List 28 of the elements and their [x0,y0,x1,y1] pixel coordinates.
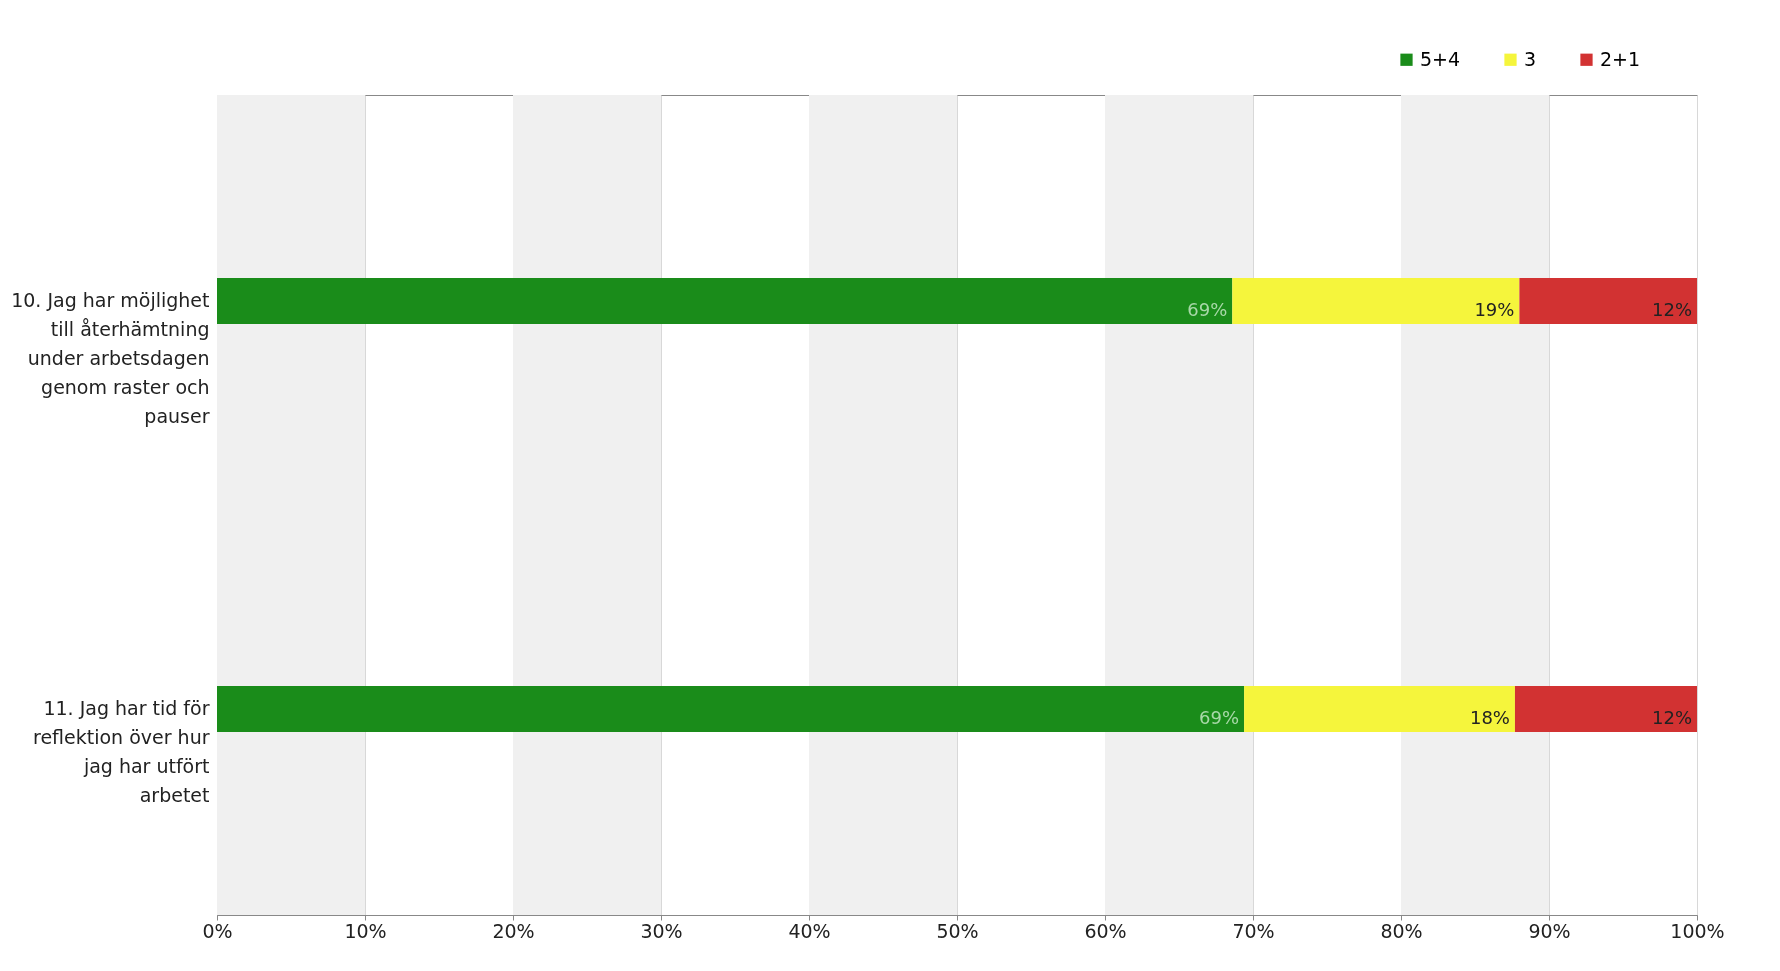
x-tick-label: 80% [1380,919,1423,942]
y-tick-label: 10. Jag har möjlighet till återhämtning under arbetsdagen genom raster och pauser [11,289,210,428]
y-tick-label: 11. Jag har tid för reflektion över hur jag har utfört arbetet [33,696,210,806]
x-tick-label: 0% [202,919,233,942]
x-tick-label: 100% [1670,919,1725,942]
data-label: 12% [1651,299,1692,321]
bar [217,685,1245,732]
bar [1514,685,1697,732]
data-label: 69% [1199,706,1240,728]
legend-label: 5+4 [1420,47,1461,70]
data-label: 69% [1187,299,1228,321]
x-tick-label: 60% [1084,919,1127,942]
x-tick-label: 20% [492,919,535,942]
x-tick-label: 30% [640,919,683,942]
bar [1519,278,1697,325]
data-label: 12% [1651,706,1692,728]
data-label: 18% [1469,706,1510,728]
x-tick-label: 10% [344,919,387,942]
x-tick-label: 70% [1232,919,1275,942]
data-label: 19% [1474,299,1515,321]
x-tick-label: 90% [1528,919,1571,942]
legend-label: 3 [1524,47,1537,70]
bar [1244,685,1515,732]
x-tick-label: 40% [788,919,831,942]
x-tick-label: 50% [936,919,979,942]
legend-label: 2+1 [1600,47,1641,70]
bar [217,278,1233,325]
bar [1232,278,1520,325]
